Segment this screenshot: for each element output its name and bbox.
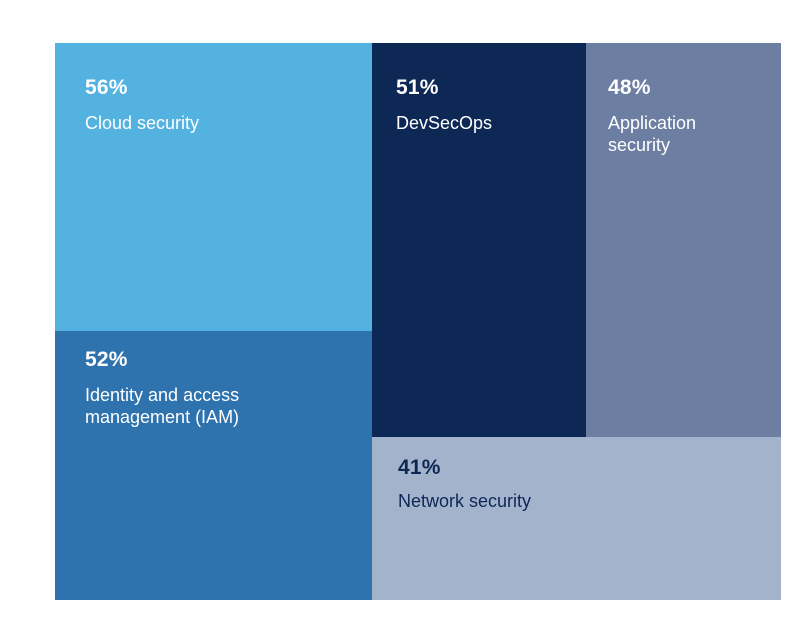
category-label: DevSecOps — [396, 113, 493, 133]
tile-network-security: 41% Network security — [372, 437, 781, 600]
value-label: 56% — [85, 76, 128, 99]
category-label: Cloud security — [85, 113, 200, 133]
tile-devsecops: 51% DevSecOps — [372, 43, 586, 437]
category-label: Identity and access management (IAM) — [85, 385, 240, 427]
category-label: Network security — [398, 491, 532, 511]
tile-cloud-security: 56% Cloud security — [55, 43, 372, 331]
tile-application-security: 48% Application security — [586, 43, 781, 437]
value-label: 52% — [85, 348, 128, 371]
tile-identity-and-access-management: 52% Identity and access management (IAM) — [55, 331, 372, 600]
category-label: Application security — [608, 113, 697, 155]
value-label: 51% — [396, 76, 439, 99]
value-label: 41% — [398, 456, 441, 479]
value-label: 48% — [608, 76, 651, 99]
